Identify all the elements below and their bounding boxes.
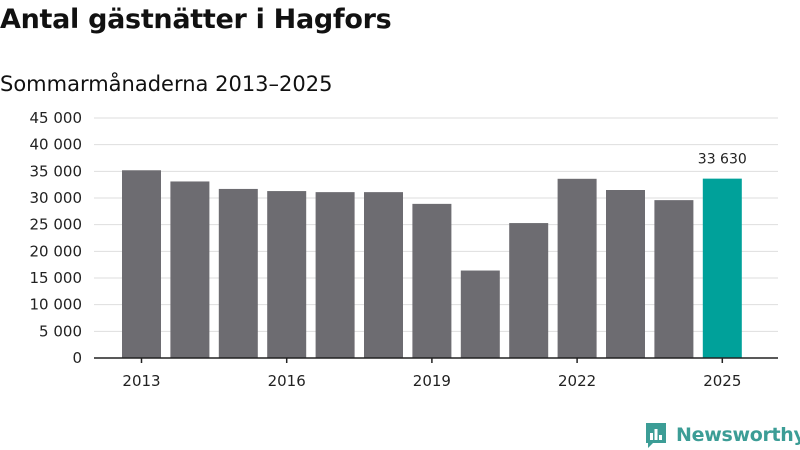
bar-2013 — [122, 170, 161, 358]
y-tick-label: 40 000 — [30, 136, 83, 154]
bar-2015 — [218, 188, 258, 358]
brand-name: Newsworthy — [676, 424, 800, 446]
x-tick-label: 2016 — [268, 372, 306, 390]
y-tick-label: 35 000 — [30, 162, 83, 180]
bar-2023 — [606, 190, 645, 358]
data-label: 33 630 — [698, 152, 747, 168]
y-tick-label: 10 000 — [30, 296, 83, 314]
y-tick-label: 20 000 — [30, 242, 83, 260]
x-tick-label: 2019 — [413, 372, 451, 390]
bar-2024 — [654, 200, 694, 358]
bar-2020 — [460, 270, 500, 358]
bar-2018 — [364, 192, 403, 358]
y-tick-label: 30 000 — [30, 189, 83, 207]
chart-title: Antal gästnätter i Hagfors — [0, 4, 392, 35]
y-tick-label: 45 000 — [30, 109, 83, 127]
bar-2017 — [315, 192, 355, 358]
y-tick-label: 5 000 — [39, 322, 82, 340]
brand-logo: Newsworthy — [644, 421, 800, 449]
x-tick-label: 2022 — [558, 372, 596, 390]
bar-2019 — [412, 203, 452, 358]
bar-2022 — [557, 178, 597, 358]
x-tick-label: 2013 — [122, 372, 160, 390]
bar-2014 — [170, 181, 210, 358]
y-tick-label: 15 000 — [30, 269, 83, 287]
newsworthy-chat-bars-icon — [646, 423, 666, 448]
x-tick-label: 2025 — [703, 372, 741, 390]
y-tick-label: 25 000 — [30, 216, 83, 234]
chart-subtitle: Sommarmånaderna 2013–2025 — [0, 72, 333, 96]
bar-2021 — [509, 223, 549, 358]
bar-2016 — [267, 191, 307, 358]
bar-2025 — [702, 178, 742, 358]
y-tick-label: 0 — [72, 349, 82, 367]
